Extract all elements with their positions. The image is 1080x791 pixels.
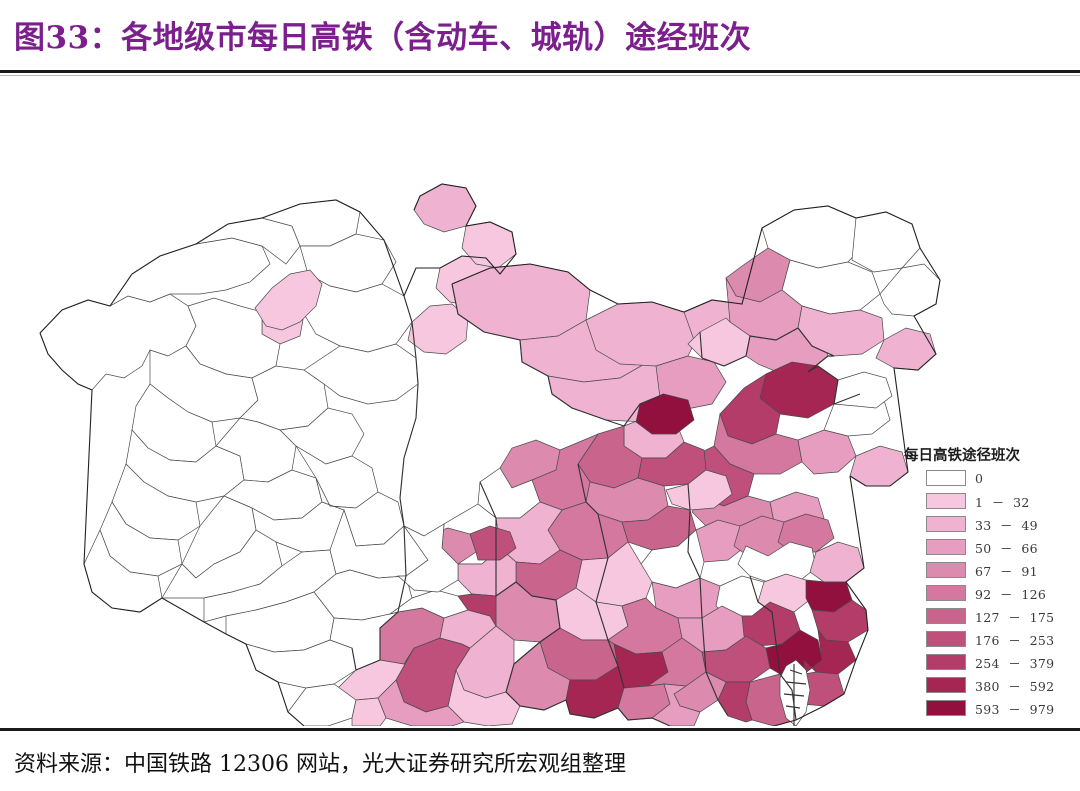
china-prefecture-choropleth: .p{stroke:#4a4a4a;stroke-width:0.7;} .pr… xyxy=(0,78,1080,726)
legend-swatch-10 xyxy=(926,700,966,716)
legend-item-4[interactable]: 67 － 91 xyxy=(926,560,1038,580)
national-boundary xyxy=(39,183,941,726)
title-divider-hairline xyxy=(0,75,1080,76)
legend-item-6[interactable]: 127 － 175 xyxy=(926,606,1054,626)
region-south-central xyxy=(329,589,701,726)
legend-label-2: 33 － 49 xyxy=(975,517,1038,533)
legend-swatch-7 xyxy=(926,631,966,647)
legend-swatch-3 xyxy=(926,539,966,555)
legend-label-0: 0 xyxy=(975,470,984,486)
legend-swatch-4 xyxy=(926,562,966,578)
title-divider xyxy=(0,70,1080,73)
legend-item-7[interactable]: 176 － 253 xyxy=(926,629,1054,649)
legend-item-8[interactable]: 254 － 379 xyxy=(926,652,1054,672)
province-boundaries xyxy=(351,283,861,726)
region-taiwan xyxy=(779,659,811,726)
legend-title: 每日高铁途径班次 xyxy=(904,447,1020,464)
region-north-china xyxy=(531,393,865,619)
page-title: 图33：各地级市每日高铁（含动车、城轨）途经班次 xyxy=(14,19,752,56)
source-note: 资料来源：中国铁路 12306 网站，光大证券研究所宏观组整理 xyxy=(14,752,626,777)
legend-label-1: 1 － 32 xyxy=(975,494,1030,510)
legend-swatch-6 xyxy=(926,608,966,624)
legend-label-3: 50 － 66 xyxy=(975,540,1038,556)
legend-swatch-0 xyxy=(926,470,966,486)
legend-item-5[interactable]: 92 － 126 xyxy=(926,583,1046,603)
legend-swatch-9 xyxy=(926,677,966,693)
legend-label-6: 127 － 175 xyxy=(975,609,1055,625)
choropleth-map-canvas: .p{stroke:#4a4a4a;stroke-width:0.7;} .pr… xyxy=(0,78,1080,726)
legend-swatch-1 xyxy=(926,493,966,509)
legend-label-4: 67 － 91 xyxy=(975,563,1038,579)
legend-item-2[interactable]: 33 － 49 xyxy=(926,514,1038,534)
legend-item-3[interactable]: 50 － 66 xyxy=(926,537,1038,557)
legend-item-9[interactable]: 380 － 592 xyxy=(926,675,1054,695)
legend-item-1[interactable]: 1 － 32 xyxy=(926,491,1030,511)
legend-label-8: 254 － 379 xyxy=(975,655,1055,671)
legend-label-10: 593 － 979 xyxy=(975,701,1055,717)
source-divider xyxy=(0,728,1080,731)
legend-item-0[interactable]: 0 xyxy=(926,468,983,488)
legend-swatch-5 xyxy=(926,585,966,601)
legend-label-7: 176 － 253 xyxy=(975,632,1055,648)
map-legend: 每日高铁途径班次 0 1 － 32 33 － 49 50 － 66 67 － 9… xyxy=(900,444,1076,720)
region-southwest xyxy=(287,523,517,726)
legend-label-5: 92 － 126 xyxy=(975,586,1047,602)
legend-item-10[interactable]: 593 － 979 xyxy=(926,698,1054,718)
legend-label-9: 380 － 592 xyxy=(975,678,1055,694)
legend-swatch-2 xyxy=(926,516,966,532)
legend-swatch-8 xyxy=(926,654,966,670)
region-inner-mongolia-gansu xyxy=(254,183,517,355)
